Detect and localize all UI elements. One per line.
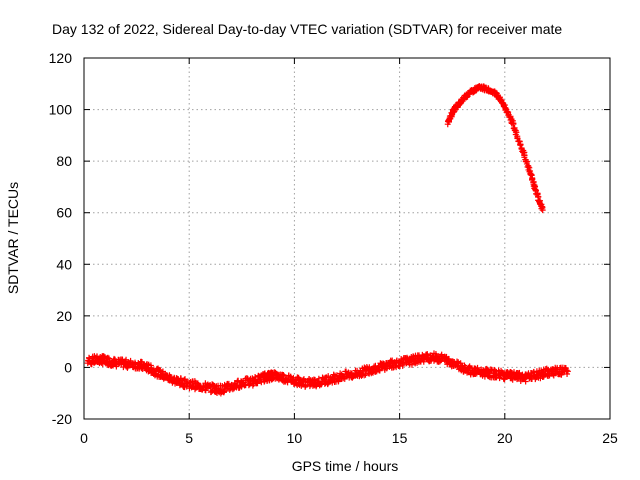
data-point [507,113,514,120]
data-point [290,376,297,383]
x-tick-label: 5 [185,430,193,446]
y-tick-label: 40 [56,256,72,272]
data-point [528,171,535,178]
x-tick-label: 0 [80,430,88,446]
data-point [408,361,415,368]
data-point [510,120,517,127]
y-tick-label: 60 [56,205,72,221]
data-point [523,158,530,165]
data-point [124,364,131,371]
x-tick-label: 25 [602,430,618,446]
data-point [123,356,130,363]
y-tick-label: 120 [49,50,73,66]
y-tick-label: 80 [56,153,72,169]
data-point [220,388,227,395]
y-tick-label: 20 [56,308,72,324]
data-point [106,355,113,362]
axis-ticks: 0 5 10 15 20 25 -20 0 20 40 60 80 100 120 [49,50,618,446]
data-point [500,371,507,378]
data-point [445,356,452,363]
data-point [522,378,529,385]
y-tick-label: -20 [52,411,72,427]
x-tick-label: 10 [287,430,303,446]
x-axis-label: GPS time / hours [292,458,399,474]
data-point [202,387,209,394]
series-1 [84,350,571,397]
chart-title: Day 132 of 2022, Sidereal Day-to-day VTE… [52,21,562,37]
plot-frame [83,57,611,420]
data-point [514,133,521,140]
data-series [84,83,571,397]
series-2 [444,83,546,214]
data-point [181,376,188,383]
data-point [194,380,201,387]
data-point [521,152,528,159]
y-tick-label: 100 [49,102,73,118]
data-point [517,141,524,148]
data-point [258,379,265,386]
data-point [563,367,570,374]
data-point [376,367,383,374]
data-point [512,129,519,136]
y-axis-label: SDTVAR / TECUs [5,182,21,294]
grid-lines [84,58,610,419]
data-point [564,368,571,375]
y-tick-label: 0 [64,359,72,375]
x-tick-label: 20 [497,430,513,446]
data-point [539,207,546,214]
data-point [182,376,189,383]
x-tick-label: 15 [392,430,408,446]
